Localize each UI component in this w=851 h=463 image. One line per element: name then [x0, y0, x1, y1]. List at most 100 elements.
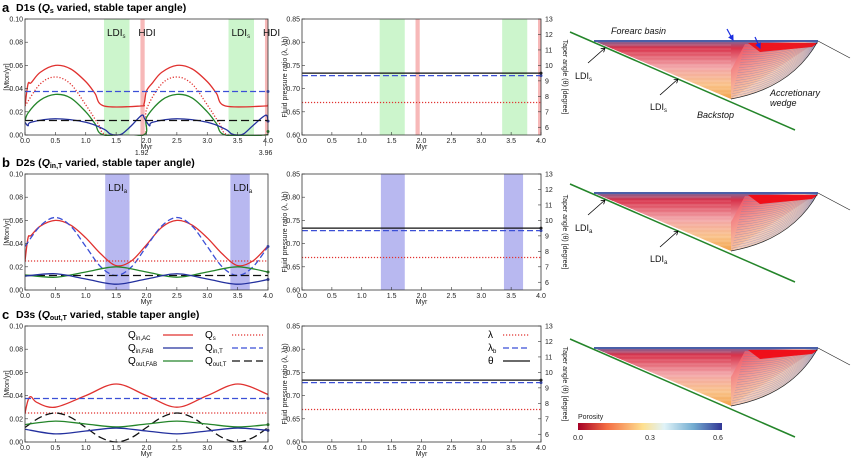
y2-tick-label: 6 — [545, 432, 549, 439]
x-tick-label: 3.5 — [506, 138, 516, 145]
strata-line — [732, 347, 819, 399]
ldi-label: LDIa — [650, 254, 668, 266]
time-marker-label: 1.92 — [135, 150, 149, 157]
y-tick-label: 0.80 — [286, 195, 300, 202]
strata-line — [732, 347, 819, 401]
blue-arrow-icon — [754, 36, 761, 50]
legend-symbol: Q — [205, 330, 213, 341]
panel-letter: c — [2, 307, 9, 322]
x-tick-label: 2.0 — [417, 293, 427, 300]
strata-line — [734, 347, 819, 391]
series-line — [25, 273, 268, 285]
band-label-sub: s — [123, 34, 126, 40]
strata-line — [734, 347, 819, 394]
x-tick-label: 2.0 — [417, 138, 427, 145]
strata-line — [732, 40, 819, 92]
y2-tick-label: 13 — [545, 324, 553, 331]
series-line — [25, 216, 268, 277]
x-tick-label: 2.5 — [447, 445, 457, 452]
legend-symbol: Q — [128, 343, 136, 354]
panel-title: D1s (Qs varied, stable taper angle) — [16, 2, 186, 15]
panel-letter: a — [2, 0, 10, 15]
band-label: HDI — [138, 28, 155, 39]
backstop-line — [569, 183, 796, 283]
interval-band — [502, 19, 528, 135]
y-tick-label: 0.75 — [286, 63, 300, 70]
y-axis-label: Fluid pressure ratio (λ, λb) — [282, 343, 289, 424]
x-tick-label: 2.5 — [172, 445, 182, 452]
series-line — [25, 383, 268, 414]
y2-tick-label: 10 — [545, 218, 553, 225]
strata-line — [734, 192, 819, 236]
x-tick-label: 3.5 — [506, 445, 516, 452]
band-label-text: HDI — [263, 28, 280, 39]
x-tick-label: 0.5 — [51, 138, 61, 145]
wedge-base — [730, 192, 819, 252]
plot-frame — [301, 325, 542, 443]
legend-sub: in,AC — [136, 336, 151, 342]
legend-symbol: Q — [128, 356, 136, 367]
y-tick-label: 0.65 — [286, 264, 300, 271]
title-part: s — [50, 8, 54, 15]
y-tick-label: 0.02 — [9, 264, 23, 271]
x-tick-label: 3.0 — [476, 445, 486, 452]
legend-label: Qin,FAB — [128, 343, 153, 355]
band-label: LDIa — [233, 183, 253, 195]
x-tick-label: 0.0 — [20, 138, 30, 145]
y-tick-label: 0.04 — [9, 86, 23, 93]
y-axis-label: [Mton/yr] — [4, 370, 11, 397]
legend-symbol: λ — [488, 343, 493, 354]
forearc-basin-label: Forearc basin — [611, 26, 666, 36]
time-marker-label: 3.96 — [259, 150, 273, 157]
series-line — [25, 266, 268, 278]
pressure-chart: 0.0 0.5 1.0 1.5 2.0 2.5 3.0 3.5 4.0 Myr 0.60 0.65 0.… — [282, 17, 568, 152]
blue-arrow-icon — [726, 28, 734, 42]
y2-tick-label: 7 — [545, 416, 549, 423]
y-tick-label: 0.08 — [9, 195, 23, 202]
strata-line — [733, 40, 819, 89]
strata-line — [734, 40, 819, 84]
trench-slope — [817, 192, 851, 211]
legend-sub: s — [213, 336, 216, 342]
legend-label: Qout,FAB — [128, 356, 157, 368]
x-tick-label: 3.0 — [202, 445, 212, 452]
y-tick-label: 0.02 — [9, 109, 23, 116]
band-label-text: LDI — [232, 28, 248, 39]
x-tick-label: 3.5 — [233, 293, 243, 300]
ldi-label: LDIa — [575, 223, 593, 235]
x-axis-label: Myr — [416, 299, 428, 306]
x-tick-label: 0.0 — [297, 445, 307, 452]
y2-tick-label: 10 — [545, 63, 553, 70]
legend-sub: out,T — [213, 362, 227, 368]
interval-band — [538, 19, 541, 135]
legend-label: Qin,T — [205, 343, 223, 355]
young-sediment-strip — [748, 350, 818, 359]
strata-line — [736, 192, 819, 231]
y-axis-label: [Mton/yr] — [4, 218, 11, 245]
x-tick-label: 1.0 — [81, 293, 91, 300]
legend-symbol: Q — [128, 330, 136, 341]
x-tick-label: 1.5 — [387, 445, 397, 452]
x-tick-label: 1.0 — [357, 293, 367, 300]
y-axis-label: [Mton/yr] — [4, 63, 11, 90]
flux-chart: 0.0 0.5 1.0 1.5 2.0 2.5 3.0 3.5 4.0 Myr 0.00 0.02 0.… — [4, 324, 273, 459]
colorbar-mid: 0.3 — [645, 435, 655, 442]
legend-symbol: Q — [205, 356, 213, 367]
y-tick-label: 0.10 — [9, 172, 23, 179]
title-part: Q — [42, 157, 50, 169]
x-axis-label: Myr — [141, 144, 153, 151]
legend-label: θ — [488, 356, 494, 367]
x-tick-label: 1.0 — [81, 445, 91, 452]
y2-tick-label: 12 — [545, 187, 553, 194]
x-tick-label: 3.5 — [233, 138, 243, 145]
y-tick-label: 0.85 — [286, 172, 300, 179]
accretionary-fill — [731, 348, 818, 406]
legend-label: Qs — [205, 330, 216, 342]
x-tick-label: 0.0 — [20, 293, 30, 300]
legend-symbol: Q — [205, 343, 213, 354]
series-line — [25, 93, 268, 136]
y2-axis-label: Taper angle (θ) [degree] — [561, 195, 568, 270]
band-label-sub: s — [247, 34, 250, 40]
y-tick-label: 0.10 — [9, 324, 23, 331]
